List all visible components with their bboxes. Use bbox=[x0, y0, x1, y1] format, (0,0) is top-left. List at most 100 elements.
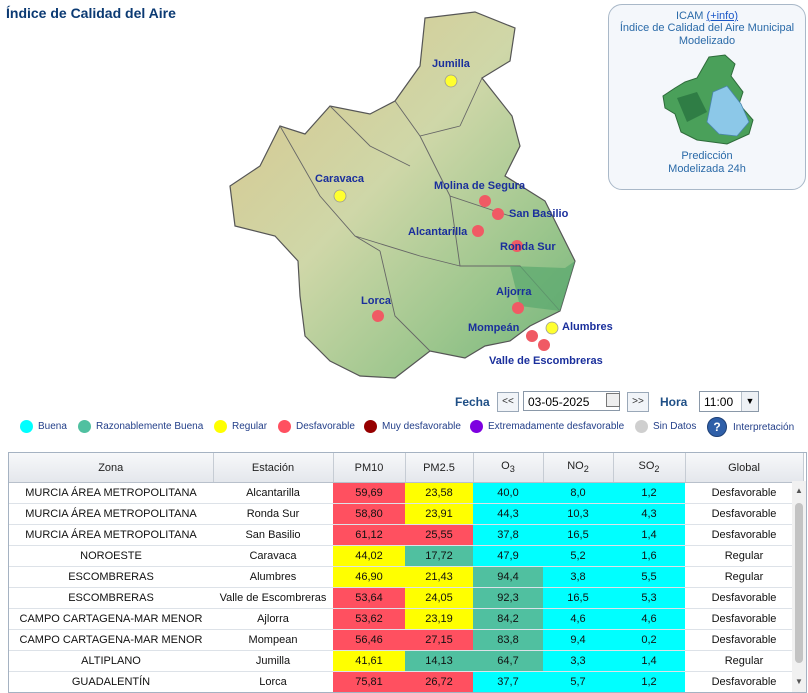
legend-item-razonable: Razonablemente Buena bbox=[78, 420, 203, 433]
city-label-valle-escombreras[interactable]: Valle de Escombreras bbox=[489, 355, 603, 367]
cell-no2: 16,5 bbox=[543, 524, 613, 546]
city-label-molina[interactable]: Molina de Segura bbox=[434, 180, 526, 192]
header-no2-text: NO bbox=[567, 460, 584, 473]
header-zona[interactable]: Zona bbox=[9, 453, 214, 483]
icam-info-link[interactable]: (+info) bbox=[706, 10, 739, 22]
table-row[interactable]: GUADALENTÍN Lorca 75,81 26,72 37,7 5,7 1,2 Desf… bbox=[9, 671, 803, 692]
table-row[interactable]: NOROESTE Caravaca 44,02 17,72 47,9 5,2 1,6 Regu… bbox=[9, 545, 803, 567]
cell-zona: CAMPO CARTAGENA-MAR MENOR bbox=[9, 608, 213, 630]
legend-dot-buena bbox=[20, 420, 33, 433]
legend-dot-desfavorable bbox=[278, 420, 291, 433]
date-input[interactable]: 03-05-2025 bbox=[523, 391, 620, 411]
cell-zona: MURCIA ÁREA METROPOLITANA bbox=[9, 482, 213, 504]
cell-no2: 3,8 bbox=[543, 566, 613, 588]
table-row[interactable]: MURCIA ÁREA METROPOLITANA Ronda Sur 58,80 2… bbox=[9, 503, 803, 525]
city-label-san-basilio[interactable]: San Basilio bbox=[509, 208, 569, 220]
table-row[interactable]: MURCIA ÁREA METROPOLITANA San Basilio 61,1… bbox=[9, 524, 803, 546]
cell-o3: 94,4 bbox=[473, 566, 543, 588]
cell-pm25: 17,72 bbox=[405, 545, 473, 567]
cell-zona: ALTIPLANO bbox=[9, 650, 213, 672]
cell-o3: 37,8 bbox=[473, 524, 543, 546]
prev-date-button[interactable]: << bbox=[497, 392, 519, 412]
cell-zona: GUADALENTÍN bbox=[9, 671, 213, 692]
cell-no2: 5,2 bbox=[543, 545, 613, 567]
legend-label: Sin Datos bbox=[653, 421, 697, 432]
scroll-thumb[interactable] bbox=[795, 503, 803, 663]
table-row[interactable]: CAMPO CARTAGENA-MAR MENOR Mompean 56,46 27,… bbox=[9, 629, 803, 651]
cell-zona: MURCIA ÁREA METROPOLITANA bbox=[9, 524, 213, 546]
cell-no2: 8,0 bbox=[543, 482, 613, 504]
city-label-ronda-sur[interactable]: Ronda Sur bbox=[500, 241, 556, 253]
city-label-alumbres[interactable]: Alumbres bbox=[562, 321, 613, 333]
table-scrollbar[interactable]: ▲ ▼ bbox=[792, 481, 806, 692]
hour-select[interactable]: 11:00 ▼ bbox=[699, 391, 759, 412]
city-label-jumilla[interactable]: Jumilla bbox=[432, 58, 470, 70]
table-row[interactable]: MURCIA ÁREA METROPOLITANA Alcantarilla 59,… bbox=[9, 482, 803, 504]
header-o3[interactable]: O3 bbox=[473, 453, 544, 483]
city-label-aljorra[interactable]: Aljorra bbox=[496, 286, 532, 298]
header-so2[interactable]: SO2 bbox=[613, 453, 686, 483]
icam-mini-map-icon[interactable] bbox=[657, 52, 757, 148]
calendar-icon[interactable] bbox=[606, 393, 620, 407]
chevron-down-icon[interactable]: ▼ bbox=[741, 392, 758, 411]
legend-label: Buena bbox=[38, 421, 67, 432]
table-row[interactable]: CAMPO CARTAGENA-MAR MENOR Ajlorra 53,62 23,… bbox=[9, 608, 803, 630]
cell-o3: 44,3 bbox=[473, 503, 543, 525]
cell-pm25: 23,19 bbox=[405, 608, 473, 630]
cell-pm10: 56,46 bbox=[333, 629, 405, 651]
table-row[interactable]: ESCOMBRERAS Valle de Escombreras 53,64 24,0… bbox=[9, 587, 803, 609]
hour-value: 11:00 bbox=[704, 395, 734, 409]
city-label-caravaca[interactable]: Caravaca bbox=[315, 173, 364, 185]
city-label-alcantarilla[interactable]: Alcantarilla bbox=[408, 226, 468, 238]
cell-pm10: 53,64 bbox=[333, 587, 405, 609]
table-row[interactable]: ESCOMBRERAS Alumbres 46,90 21,43 94,4 3,8 5,5 R… bbox=[9, 566, 803, 588]
help-icon[interactable]: ? bbox=[707, 417, 727, 437]
cell-pm10: 75,81 bbox=[333, 671, 405, 692]
header-so2-text: SO bbox=[638, 460, 655, 473]
icam-panel[interactable]: ICAM (+info) Índice de Calidad del Aire … bbox=[608, 4, 806, 190]
cell-o3: 40,0 bbox=[473, 482, 543, 504]
cell-so2: 4,6 bbox=[613, 608, 685, 630]
header-estacion[interactable]: Estación bbox=[213, 453, 334, 483]
cell-so2: 1,6 bbox=[613, 545, 685, 567]
cell-estacion: Jumilla bbox=[213, 650, 333, 672]
table-row[interactable]: ALTIPLANO Jumilla 41,61 14,13 64,7 3,3 1,4 Regu… bbox=[9, 650, 803, 672]
cell-estacion: Alumbres bbox=[213, 566, 333, 588]
cell-so2: 0,2 bbox=[613, 629, 685, 651]
city-label-mompean[interactable]: Mompeán bbox=[468, 322, 520, 334]
interpretacion-link[interactable]: ? Interpretación bbox=[707, 417, 794, 437]
region-map[interactable] bbox=[220, 6, 620, 384]
header-pm25[interactable]: PM2.5 bbox=[405, 453, 474, 483]
cell-pm25: 21,43 bbox=[405, 566, 473, 588]
cell-global: Desfavorable bbox=[685, 503, 803, 525]
cell-so2: 1,2 bbox=[613, 482, 685, 504]
legend-dot-sin-datos bbox=[635, 420, 648, 433]
scroll-up-icon[interactable]: ▲ bbox=[795, 486, 803, 495]
cell-global: Regular bbox=[685, 650, 803, 672]
cell-so2: 1,4 bbox=[613, 524, 685, 546]
header-no2[interactable]: NO2 bbox=[543, 453, 614, 483]
legend-dot-muy-desfavorable bbox=[364, 420, 377, 433]
cell-zona: ESCOMBRERAS bbox=[9, 587, 213, 609]
header-o3-sub: 3 bbox=[509, 464, 515, 475]
header-no2-sub: 2 bbox=[583, 464, 589, 475]
cell-no2: 16,5 bbox=[543, 587, 613, 609]
city-label-lorca[interactable]: Lorca bbox=[361, 295, 391, 307]
cell-pm10: 59,69 bbox=[333, 482, 405, 504]
fecha-label: Fecha bbox=[455, 395, 490, 409]
legend-label: Muy desfavorable bbox=[382, 421, 461, 432]
cell-global: Desfavorable bbox=[685, 629, 803, 651]
next-date-button[interactable]: >> bbox=[627, 392, 649, 412]
scroll-down-icon[interactable]: ▼ bbox=[795, 677, 803, 686]
cell-pm25: 25,55 bbox=[405, 524, 473, 546]
legend-item-extremadamente: Extremadamente desfavorable bbox=[470, 420, 624, 433]
cell-pm10: 61,12 bbox=[333, 524, 405, 546]
legend-item-buena: Buena bbox=[20, 420, 67, 433]
legend-item-muy-desfavorable: Muy desfavorable bbox=[364, 420, 461, 433]
interpretacion-label[interactable]: Interpretación bbox=[733, 421, 795, 433]
cell-so2: 1,2 bbox=[613, 671, 685, 692]
header-global[interactable]: Global bbox=[685, 453, 804, 483]
cell-pm25: 23,58 bbox=[405, 482, 473, 504]
cell-o3: 47,9 bbox=[473, 545, 543, 567]
header-pm10[interactable]: PM10 bbox=[333, 453, 406, 483]
